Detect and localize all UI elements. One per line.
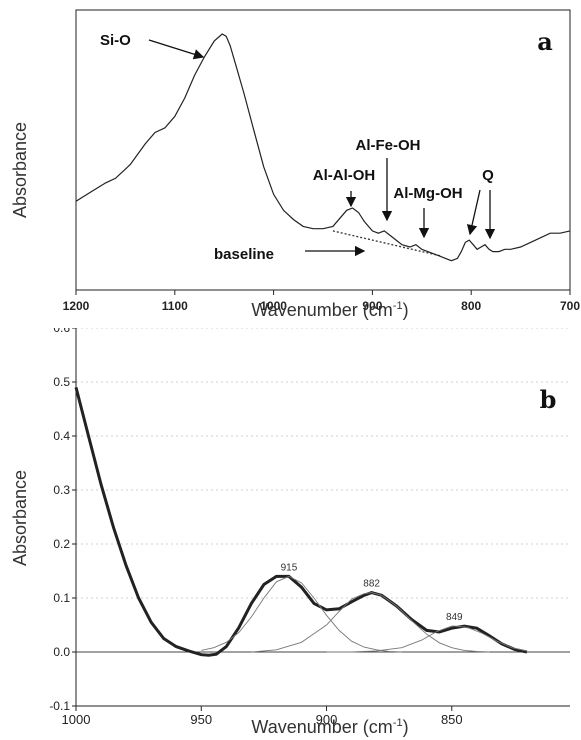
- x-tick-label-a: 700: [560, 299, 580, 313]
- x-tick-label-b: 850: [441, 712, 463, 727]
- panel-letter-b: b: [540, 385, 557, 414]
- y-tick-label-b: 0.4: [53, 429, 70, 443]
- y-tick-label-b: 0.1: [53, 591, 70, 605]
- x-tick-label-a: 1100: [162, 299, 188, 313]
- fitted-band-849: [326, 625, 527, 653]
- y-tick-label-b: 0.0: [53, 645, 70, 659]
- x-tick-label-a: 1200: [63, 299, 90, 313]
- peak-labels-b: 915 882 849: [281, 562, 463, 623]
- x-tick-label-b: 950: [190, 712, 212, 727]
- baseline-curve: [332, 230, 442, 257]
- x-axis-title-b: Wavenumber (cm-1): [251, 717, 408, 737]
- chart-a: 1200 1100 1000 900 800 700 Absorbance Wavenum…: [10, 9, 580, 320]
- y-tick-label-b: -0.1: [49, 699, 70, 713]
- y-tick-label-b: 0.6: [53, 328, 70, 335]
- x-tick-label-a: 1000: [260, 299, 287, 313]
- y-tick-label-b: 0.3: [53, 483, 70, 497]
- x-axis-title-a: Wavenumber (cm-1): [251, 300, 408, 320]
- annotation-al-al-oh: Al-Al-OH: [313, 167, 376, 184]
- x-ticks-a: 1200 1100 1000 900 800 700: [63, 290, 580, 313]
- annotation-al-fe-oh: Al-Fe-OH: [356, 137, 421, 154]
- y-tick-label-b: 0.2: [53, 537, 70, 551]
- fitted-band-915: [201, 575, 402, 653]
- plot-frame-a: [75, 9, 571, 291]
- arrow-si-o: [148, 39, 205, 60]
- annotation-al-mg-oh: Al-Mg-OH: [393, 185, 462, 202]
- annotation-q: Q: [482, 167, 494, 184]
- x-tick-label-a: 900: [362, 299, 382, 313]
- fitted-band-882: [251, 592, 490, 653]
- panel-letter-a: a: [537, 27, 553, 56]
- x-tick-label-b: 1000: [62, 712, 91, 727]
- x-tick-label-b: 900: [316, 712, 338, 727]
- peak-label: 915: [281, 562, 298, 573]
- annotation-baseline: baseline: [214, 246, 274, 263]
- y-tick-label-b: 0.5: [53, 375, 70, 389]
- spectrum-line-a: [75, 33, 571, 262]
- x-ticks-b: 1000 950 900 850: [62, 706, 463, 727]
- series-b: [74, 387, 528, 657]
- y-ticks-b: 0.6 0.5 0.4 0.3 0.2 0.1 0.0 -0.1: [49, 328, 76, 713]
- grid-b: [76, 328, 570, 599]
- peak-label: 849: [446, 612, 463, 623]
- arrow-q-1: [466, 189, 481, 236]
- y-axis-title-a: Absorbance: [10, 122, 30, 218]
- y-axis-title-b: Absorbance: [10, 470, 30, 566]
- peak-label: 882: [363, 579, 380, 590]
- measured-spectrum-line: [74, 387, 528, 657]
- chart-b: 0.60.50.40.30.20.10.0-0.1 1000 950 900 850 …: [10, 328, 570, 737]
- annotation-si-o: Si-O: [100, 32, 131, 49]
- x-tick-label-a: 800: [461, 299, 481, 313]
